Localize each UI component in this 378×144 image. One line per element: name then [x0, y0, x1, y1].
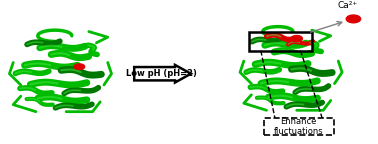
FancyBboxPatch shape — [264, 118, 334, 135]
Ellipse shape — [74, 64, 85, 70]
Bar — [249, 32, 312, 51]
Text: Low pH (pH=2): Low pH (pH=2) — [126, 69, 197, 78]
Ellipse shape — [346, 15, 361, 23]
FancyArrow shape — [134, 65, 191, 83]
Ellipse shape — [291, 36, 302, 42]
Text: Ca²⁺: Ca²⁺ — [338, 1, 358, 11]
Text: Enhance
fluctuations: Enhance fluctuations — [274, 117, 324, 136]
